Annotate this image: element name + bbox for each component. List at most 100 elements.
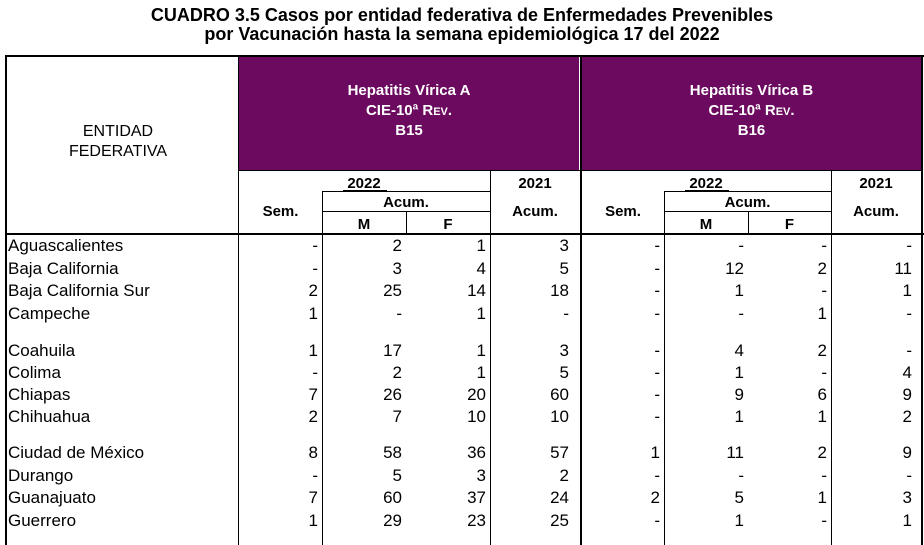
- cell-a-sem: 1: [308, 304, 318, 323]
- cell-b-f: 2: [817, 443, 827, 462]
- entidad-name: Colima: [8, 363, 61, 382]
- table-row: Guanajuato 7 60 37 24 2 5 1 3: [0, 487, 924, 509]
- header-line-year-top: [238, 170, 922, 171]
- b-sem-header: Sem.: [605, 203, 641, 220]
- table-left-border: [5, 55, 7, 545]
- hepatitis-a-cie: CIE-10ª: [365, 102, 419, 119]
- table-row: Coahuila 1 17 1 3 - 4 2 -: [0, 340, 924, 362]
- cell-a-sem: 8: [308, 443, 318, 462]
- col-line-a-2021: [490, 170, 491, 545]
- cell-a-f: 1: [476, 304, 486, 323]
- hepatitis-b-name: Hepatitis Vírica B: [689, 82, 814, 99]
- cell-b-sem: -: [654, 466, 660, 485]
- cell-a-sem: 1: [308, 511, 318, 530]
- table-row: Ciudad de México 8 58 36 57 1 11 2 9: [0, 442, 924, 464]
- cell-b-2021: 4: [902, 363, 912, 382]
- cell-a-f: 14: [467, 281, 486, 300]
- cell-b-f: 2: [817, 259, 827, 278]
- b-year-2022: 2022: [689, 175, 723, 192]
- table-right-border: [921, 55, 923, 545]
- a-year-2022: 2022: [347, 175, 381, 192]
- cell-b-sem: -: [654, 304, 660, 323]
- cell-b-2021: -: [906, 466, 912, 485]
- col-line-b-mf: [748, 211, 749, 234]
- cell-a-sem: -: [312, 363, 318, 382]
- cell-b-f: 6: [817, 385, 827, 404]
- cell-b-m: 1: [734, 281, 744, 300]
- cell-a-m: -: [396, 304, 402, 323]
- cell-b-m: -: [738, 466, 744, 485]
- table-row: Chihuahua 2 7 10 10 - 1 1 2: [0, 406, 924, 428]
- cell-b-sem: -: [654, 385, 660, 404]
- cell-b-2021: 1: [902, 511, 912, 530]
- entidad-name: Guerrero: [8, 511, 77, 530]
- header-divider-entity: [238, 55, 239, 545]
- col-line-b-2021: [831, 170, 832, 545]
- cell-b-f: 1: [817, 304, 827, 323]
- cell-b-f: -: [821, 466, 827, 485]
- cell-b-m: 5: [734, 488, 744, 507]
- cell-a-m: 2: [392, 363, 402, 382]
- hepatitis-b-rev: Rev.: [764, 102, 795, 119]
- cell-a-2021: 18: [550, 281, 569, 300]
- hepatitis-b-code: B16: [737, 122, 766, 139]
- cell-b-m: 1: [734, 407, 744, 426]
- entidad-name: Chihuahua: [8, 407, 91, 426]
- a-year-2022-underline: [343, 190, 387, 191]
- entidad-name: Guanajuato: [8, 488, 96, 507]
- cell-b-2021: 9: [902, 443, 912, 462]
- a-acum-header: Acum.: [383, 194, 429, 211]
- header-divider-middle: [580, 55, 582, 545]
- entidad-name: Aguascalientes: [8, 236, 124, 255]
- cell-b-sem: 2: [650, 488, 660, 507]
- a-acum-2021-header: Acum.: [512, 203, 558, 220]
- cell-a-2021: 5: [559, 363, 569, 382]
- a-year-2021: 2021: [518, 175, 552, 192]
- cell-a-f: 4: [476, 259, 486, 278]
- cell-b-m: 12: [725, 259, 744, 278]
- cell-a-sem: 7: [308, 385, 318, 404]
- cell-a-sem: 2: [308, 407, 318, 426]
- cell-a-sem: -: [312, 236, 318, 255]
- table-top-border: [5, 55, 924, 57]
- cell-a-m: 5: [392, 466, 402, 485]
- cell-b-m: -: [738, 304, 744, 323]
- cell-b-2021: 11: [894, 259, 912, 278]
- entidad-name: Campeche: [8, 304, 91, 323]
- cell-b-f: -: [821, 281, 827, 300]
- table-row: Colima - 2 1 5 - 1 - 4: [0, 362, 924, 384]
- header-line-year-bottom-a: [322, 191, 490, 192]
- table-row: Campeche 1 - 1 - - - 1 -: [0, 303, 924, 325]
- cell-a-2021: 24: [550, 488, 569, 507]
- cell-a-m: 25: [383, 281, 402, 300]
- col-line-a-sem: [322, 191, 323, 545]
- cell-b-sem: -: [654, 281, 660, 300]
- cell-a-2021: 5: [559, 259, 569, 278]
- b-year-2022-underline: [685, 190, 729, 191]
- cell-b-sem: -: [654, 341, 660, 360]
- header-bottom-line: [5, 233, 924, 235]
- cell-a-f: 37: [467, 488, 486, 507]
- cell-b-m: 1: [734, 511, 744, 530]
- cell-b-2021: 2: [902, 407, 912, 426]
- cell-a-f: 23: [467, 511, 486, 530]
- entidad-name: Ciudad de México: [8, 443, 145, 462]
- entidad-header-line-2: FEDERATIVA: [68, 143, 168, 160]
- cell-a-m: 58: [383, 443, 402, 462]
- cell-a-2021: 10: [550, 407, 569, 426]
- cell-b-m: 4: [734, 341, 744, 360]
- cell-a-f: 1: [476, 363, 486, 382]
- table-title-line-1: CUADRO 3.5 Casos por entidad federativa …: [150, 5, 774, 25]
- cell-a-m: 26: [383, 385, 402, 404]
- entidad-name: Coahuila: [8, 341, 76, 360]
- entidad-name: Chiapas: [8, 385, 71, 404]
- hepatitis-a-rev: Rev.: [422, 102, 453, 119]
- cell-b-2021: -: [906, 304, 912, 323]
- b-acum-header: Acum.: [724, 194, 771, 211]
- b-f-header: F: [784, 216, 795, 233]
- b-m-header: M: [699, 216, 713, 233]
- cell-b-sem: -: [654, 363, 660, 382]
- cell-a-2021: 3: [559, 341, 569, 360]
- cell-b-sem: -: [654, 259, 660, 278]
- cell-b-sem: -: [654, 236, 660, 255]
